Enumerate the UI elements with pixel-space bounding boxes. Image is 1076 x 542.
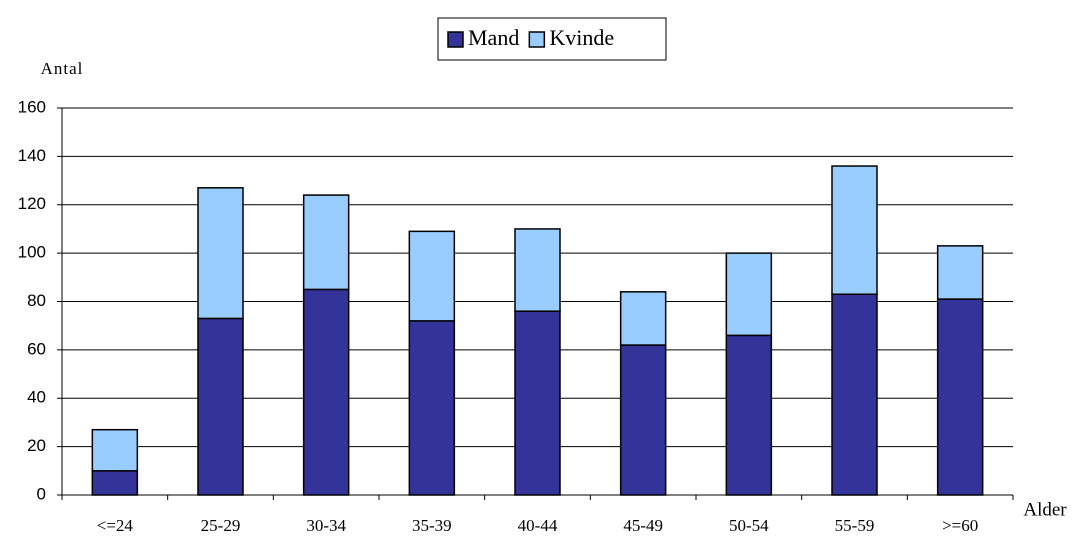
bar-segment [831, 165, 878, 295]
bar-segment [831, 293, 878, 496]
bar-segment [514, 228, 561, 312]
legend-box [437, 17, 667, 61]
bar-segment [408, 320, 456, 496]
x-axis-label: Alder [1023, 499, 1067, 520]
y-tick-label: 0 [37, 484, 46, 503]
bar-segment [302, 194, 350, 291]
x-tick-label: 50-54 [729, 516, 769, 535]
x-tick-label: 35-39 [412, 516, 452, 535]
y-tick-label: 60 [27, 339, 46, 358]
y-tick-label: 40 [27, 388, 46, 407]
bar-segment [197, 317, 244, 496]
y-tick-label: 20 [27, 436, 46, 455]
legend-swatch [447, 31, 464, 48]
x-tick-label: 40-44 [518, 516, 558, 535]
legend-label: Mand [468, 25, 519, 50]
y-tick-label: 100 [18, 243, 46, 262]
bar-segment [197, 187, 244, 320]
y-axis-label: Antal [41, 59, 84, 78]
x-tick-label: 30-34 [306, 516, 346, 535]
bar-segment [936, 245, 984, 300]
x-tick-label: >=60 [942, 516, 978, 535]
bar-segment [619, 291, 667, 346]
y-tick-label: 120 [18, 194, 46, 213]
bar-segment [725, 334, 773, 496]
bar-segment [936, 298, 984, 496]
bar-segment [619, 344, 667, 496]
bar-segment [91, 470, 139, 496]
x-tick-label: 55-59 [835, 516, 875, 535]
bar-segment [302, 288, 350, 496]
bar-segment [91, 428, 139, 472]
y-tick-label: 140 [18, 146, 46, 165]
y-tick-label: 80 [27, 291, 46, 310]
y-tick-label: 160 [18, 97, 46, 116]
legend-swatch [528, 31, 546, 48]
bar-segment [408, 230, 456, 322]
x-tick-label: <=24 [97, 516, 134, 535]
bar-segment [514, 310, 561, 496]
x-tick-label: 25-29 [201, 516, 241, 535]
legend-label: Kvinde [549, 25, 614, 50]
bar-segment [725, 252, 773, 337]
x-tick-label: 45-49 [623, 516, 663, 535]
